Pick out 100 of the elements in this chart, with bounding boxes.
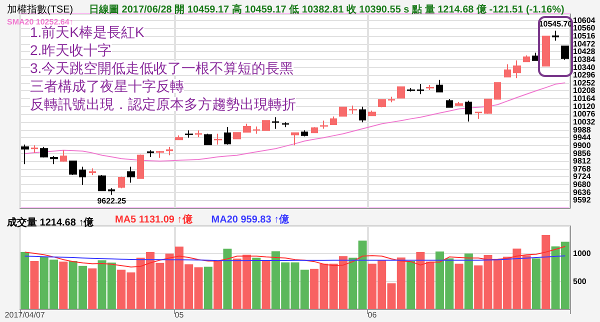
bar (542, 234, 550, 309)
y-tick-label: 9812 (573, 156, 592, 166)
candlestick (224, 126, 231, 146)
x-tick-label: 05 (174, 310, 184, 320)
candlestick (465, 100, 472, 122)
chart-title: 成交量 1214.68 ↑億 (6, 216, 95, 228)
y-tick-label: 10164 (573, 94, 596, 104)
candlestick (166, 146, 173, 156)
y-tick-label: 10428 (573, 47, 596, 56)
bar (454, 264, 464, 309)
candlestick (311, 126, 318, 134)
bar (262, 260, 270, 309)
y-tick-label: 9988 (573, 125, 592, 134)
candlestick (185, 130, 193, 138)
candlestick (233, 132, 241, 140)
candlestick (455, 101, 463, 106)
candlestick (426, 84, 434, 91)
y-tick-label: 9856 (573, 148, 592, 158)
y-tick-label: 10604 (573, 16, 596, 25)
candlestick (79, 166, 86, 186)
y-tick-label: 10340 (573, 62, 596, 72)
candlestick (561, 46, 569, 60)
candlestick (147, 150, 154, 158)
candlestick (436, 79, 443, 92)
candlestick (339, 106, 347, 117)
candlestick (282, 122, 289, 128)
chart-subtitle: 日線圖 2017/06/28 開 10459.17 高 10459.17 低 10382.81 收 10390.55 s 點 量 1214.68 億 -121.51 (-1.16%) (89, 4, 564, 16)
candlestick (330, 116, 337, 125)
candlestick (272, 116, 279, 130)
chart-title: 加權指數(TSE) (7, 4, 74, 16)
candlestick (368, 110, 376, 116)
y-tick-label: 9636 (573, 188, 592, 197)
x-tick-label: 2017/04/07 (4, 310, 46, 320)
candlestick (243, 123, 251, 134)
candlestick (156, 150, 164, 158)
candlestick (262, 120, 270, 131)
candlestick (407, 88, 415, 92)
bar (223, 248, 232, 309)
candlestick (301, 130, 308, 137)
y-tick-label: 10252 (573, 78, 596, 88)
candlestick (388, 96, 395, 103)
y-tick-label: 9680 (573, 180, 592, 190)
bar (20, 252, 30, 309)
text: SMA20 10252.64↑ (7, 18, 74, 26)
candlestick (494, 82, 501, 100)
candlestick (349, 105, 357, 114)
y-tick-label: 9724 (573, 172, 592, 182)
candlestick (127, 166, 135, 184)
annotation: 1.前天K棒是長紅K (30, 24, 146, 40)
y-tick-label: 9592 (573, 196, 592, 205)
candlestick (320, 120, 328, 130)
text: MA20 959.83 ↑億 (211, 214, 290, 226)
y-tick-label: 500 (573, 276, 587, 286)
y-tick-label: 10296 (573, 70, 596, 80)
candlestick (378, 99, 386, 108)
candlestick (108, 188, 115, 196)
candlestick (137, 154, 144, 179)
y-tick-label: 10560 (573, 24, 596, 33)
candlestick (21, 144, 29, 165)
candlestick (291, 132, 299, 146)
candlestick (204, 133, 212, 146)
candlestick (446, 98, 453, 108)
bar (464, 253, 473, 309)
annotation: 2.昨天收十字 (30, 42, 112, 58)
candlestick (417, 84, 424, 95)
candlestick (214, 133, 222, 146)
annotation: 9622.25 (97, 196, 127, 206)
bar (252, 258, 261, 309)
y-tick-label: 9768 (573, 164, 592, 174)
candlestick (69, 160, 77, 176)
y-tick-label: 10120 (573, 102, 596, 111)
y-tick-label: 10384 (573, 54, 596, 64)
y-tick-label: 10472 (573, 39, 596, 48)
candlestick (504, 64, 511, 78)
y-tick-label: 1000 (573, 249, 592, 258)
candlestick (60, 150, 67, 162)
bar (406, 261, 416, 309)
text: MA5 1131.09 ↑億 (115, 214, 194, 226)
candlestick (118, 176, 125, 189)
candlestick (31, 144, 38, 154)
annotation: 三者構成了夜星十字反轉 (30, 78, 184, 94)
annotation: 反轉訊號出現．認定原本多方趨勢出現轉折 (30, 96, 296, 112)
y-tick-label: 10208 (573, 86, 596, 96)
candlestick (513, 60, 521, 79)
bar (59, 262, 68, 309)
candlestick (397, 86, 405, 99)
candlestick (175, 134, 183, 140)
candlestick (359, 106, 366, 123)
bar (214, 261, 222, 309)
candlestick (89, 168, 96, 176)
annotation: 3.今天跳空開低走低收了一根不算短的長黑 (30, 60, 294, 76)
candlestick (475, 112, 482, 120)
y-tick-label: 10076 (573, 110, 596, 119)
bar (532, 258, 540, 309)
candlestick (50, 156, 58, 165)
candlestick (552, 30, 559, 42)
candlestick (195, 130, 202, 138)
candlestick (253, 126, 260, 134)
bar (204, 266, 212, 309)
bar (88, 268, 97, 309)
